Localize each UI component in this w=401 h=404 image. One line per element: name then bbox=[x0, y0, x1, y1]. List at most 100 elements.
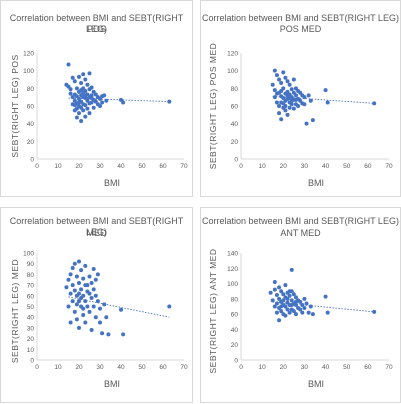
x-tick-label: 20 bbox=[280, 364, 288, 371]
chart-panel-ant-med: 0 20 40 60 80 100 120 140 0 10 20 30 40 50 60 70 Correl… bbox=[200, 207, 401, 403]
x-tick-label: 70 bbox=[385, 163, 393, 170]
data-point bbox=[79, 287, 84, 292]
data-point bbox=[285, 296, 290, 301]
x-tick-label: 60 bbox=[159, 163, 167, 170]
data-point bbox=[79, 295, 84, 300]
data-point bbox=[68, 272, 73, 277]
y-tick-label: 0 bbox=[234, 358, 238, 365]
data-point bbox=[289, 267, 294, 272]
x-tick-label: 50 bbox=[138, 364, 146, 371]
data-point bbox=[274, 301, 279, 306]
y-tick-label: 140 bbox=[227, 251, 238, 258]
data-point bbox=[287, 82, 292, 87]
y-axis-label: SEBT(RIGHT LEG) POS MED bbox=[208, 42, 218, 170]
data-point bbox=[287, 310, 292, 315]
data-point bbox=[281, 70, 286, 75]
data-point bbox=[325, 310, 330, 315]
data-point bbox=[310, 118, 315, 123]
x-tick-label: 60 bbox=[364, 364, 372, 371]
chart-title: Correlation between BMI and SEBT(RIGHT L… bbox=[202, 13, 399, 23]
data-point bbox=[74, 274, 79, 279]
y-tick-label: 60 bbox=[231, 312, 239, 319]
y-tick-label: 120 bbox=[227, 266, 238, 273]
y-axis-label: SEBT(RIGHT LEG) MED bbox=[10, 258, 20, 364]
y-tick-label: 50 bbox=[27, 304, 35, 311]
data-point bbox=[87, 71, 92, 76]
data-point bbox=[279, 88, 284, 93]
x-tick-label: 70 bbox=[180, 364, 188, 371]
data-point bbox=[323, 88, 328, 93]
x-axis-label: BMI bbox=[103, 379, 120, 389]
data-point bbox=[77, 280, 81, 285]
data-point bbox=[289, 102, 294, 107]
x-tick-label: 10 bbox=[259, 364, 267, 371]
data-point bbox=[83, 299, 88, 304]
data-point bbox=[72, 103, 77, 108]
data-point bbox=[104, 98, 109, 103]
y-axis-label: SEBT(RIGHT LEG) POS bbox=[10, 54, 20, 158]
data-point bbox=[83, 93, 88, 98]
data-point bbox=[64, 285, 69, 290]
data-point bbox=[79, 119, 84, 124]
data-point bbox=[277, 318, 282, 323]
data-point bbox=[104, 315, 109, 320]
data-point bbox=[291, 309, 296, 314]
x-tick-label: 20 bbox=[75, 364, 83, 371]
data-point bbox=[95, 272, 100, 277]
x-tick-label: 20 bbox=[75, 163, 83, 170]
x-tick-label: 0 bbox=[239, 364, 243, 371]
data-point bbox=[121, 100, 126, 105]
data-point bbox=[72, 79, 77, 84]
data-point bbox=[283, 304, 288, 309]
data-point bbox=[302, 306, 307, 311]
y-tick-label: 100 bbox=[227, 281, 238, 288]
data-point bbox=[93, 293, 98, 298]
data-point bbox=[306, 93, 311, 98]
y-tick-label: 60 bbox=[27, 293, 35, 300]
chart-panel-pos: 0 20 40 60 80 100 120 0 10 20 30 40 50 60 70 Correlati… bbox=[0, 0, 193, 197]
data-point bbox=[79, 268, 84, 273]
x-tick-label: 10 bbox=[259, 163, 267, 170]
data-point bbox=[85, 106, 90, 111]
y-tick-label: 80 bbox=[27, 86, 35, 93]
y-axis-label: SEBT(RIGHT LEG) ANT MED bbox=[208, 248, 218, 374]
data-point bbox=[270, 298, 275, 303]
data-point bbox=[77, 259, 81, 264]
scatter-plot-med: 0 10 20 30 40 50 60 70 80 90 100 0 10 20 30 40 50 60 70 bbox=[23, 251, 188, 372]
data-point bbox=[66, 62, 71, 67]
y-tick-label: 120 bbox=[23, 51, 34, 58]
data-point bbox=[272, 287, 277, 292]
data-point bbox=[89, 280, 94, 285]
data-point bbox=[277, 296, 282, 301]
chart-panel-med: 0 10 20 30 40 50 60 70 80 90 100 0 10 20 30 40 50 60 70 Co… bbox=[0, 207, 193, 403]
data-point bbox=[277, 77, 282, 82]
data-point bbox=[285, 307, 290, 312]
data-point bbox=[323, 294, 328, 299]
data-point bbox=[274, 310, 279, 315]
data-point bbox=[293, 299, 298, 304]
data-point bbox=[270, 82, 275, 87]
data-point bbox=[274, 100, 279, 105]
data-point bbox=[77, 100, 81, 105]
data-point bbox=[89, 85, 94, 90]
data-point bbox=[85, 304, 90, 309]
x-tick-label: 30 bbox=[301, 163, 309, 170]
trendline bbox=[272, 95, 375, 104]
data-point bbox=[87, 309, 92, 314]
data-point bbox=[287, 293, 292, 298]
data-point bbox=[95, 299, 100, 304]
y-tick-label: 70 bbox=[27, 283, 35, 290]
data-point bbox=[77, 291, 81, 296]
data-point bbox=[83, 263, 88, 268]
data-point bbox=[293, 97, 298, 102]
chart-title: Correlation between BMI and SEBT(RIGHT L… bbox=[202, 216, 399, 226]
data-point bbox=[68, 320, 73, 325]
data-point bbox=[74, 317, 79, 322]
y-tick-label: 80 bbox=[231, 296, 239, 303]
data-point bbox=[300, 310, 305, 315]
y-tick-label: 20 bbox=[27, 139, 35, 146]
data-point bbox=[77, 325, 81, 330]
data-point bbox=[102, 302, 107, 307]
data-point bbox=[81, 313, 86, 318]
x-tick-label: 40 bbox=[322, 364, 330, 371]
